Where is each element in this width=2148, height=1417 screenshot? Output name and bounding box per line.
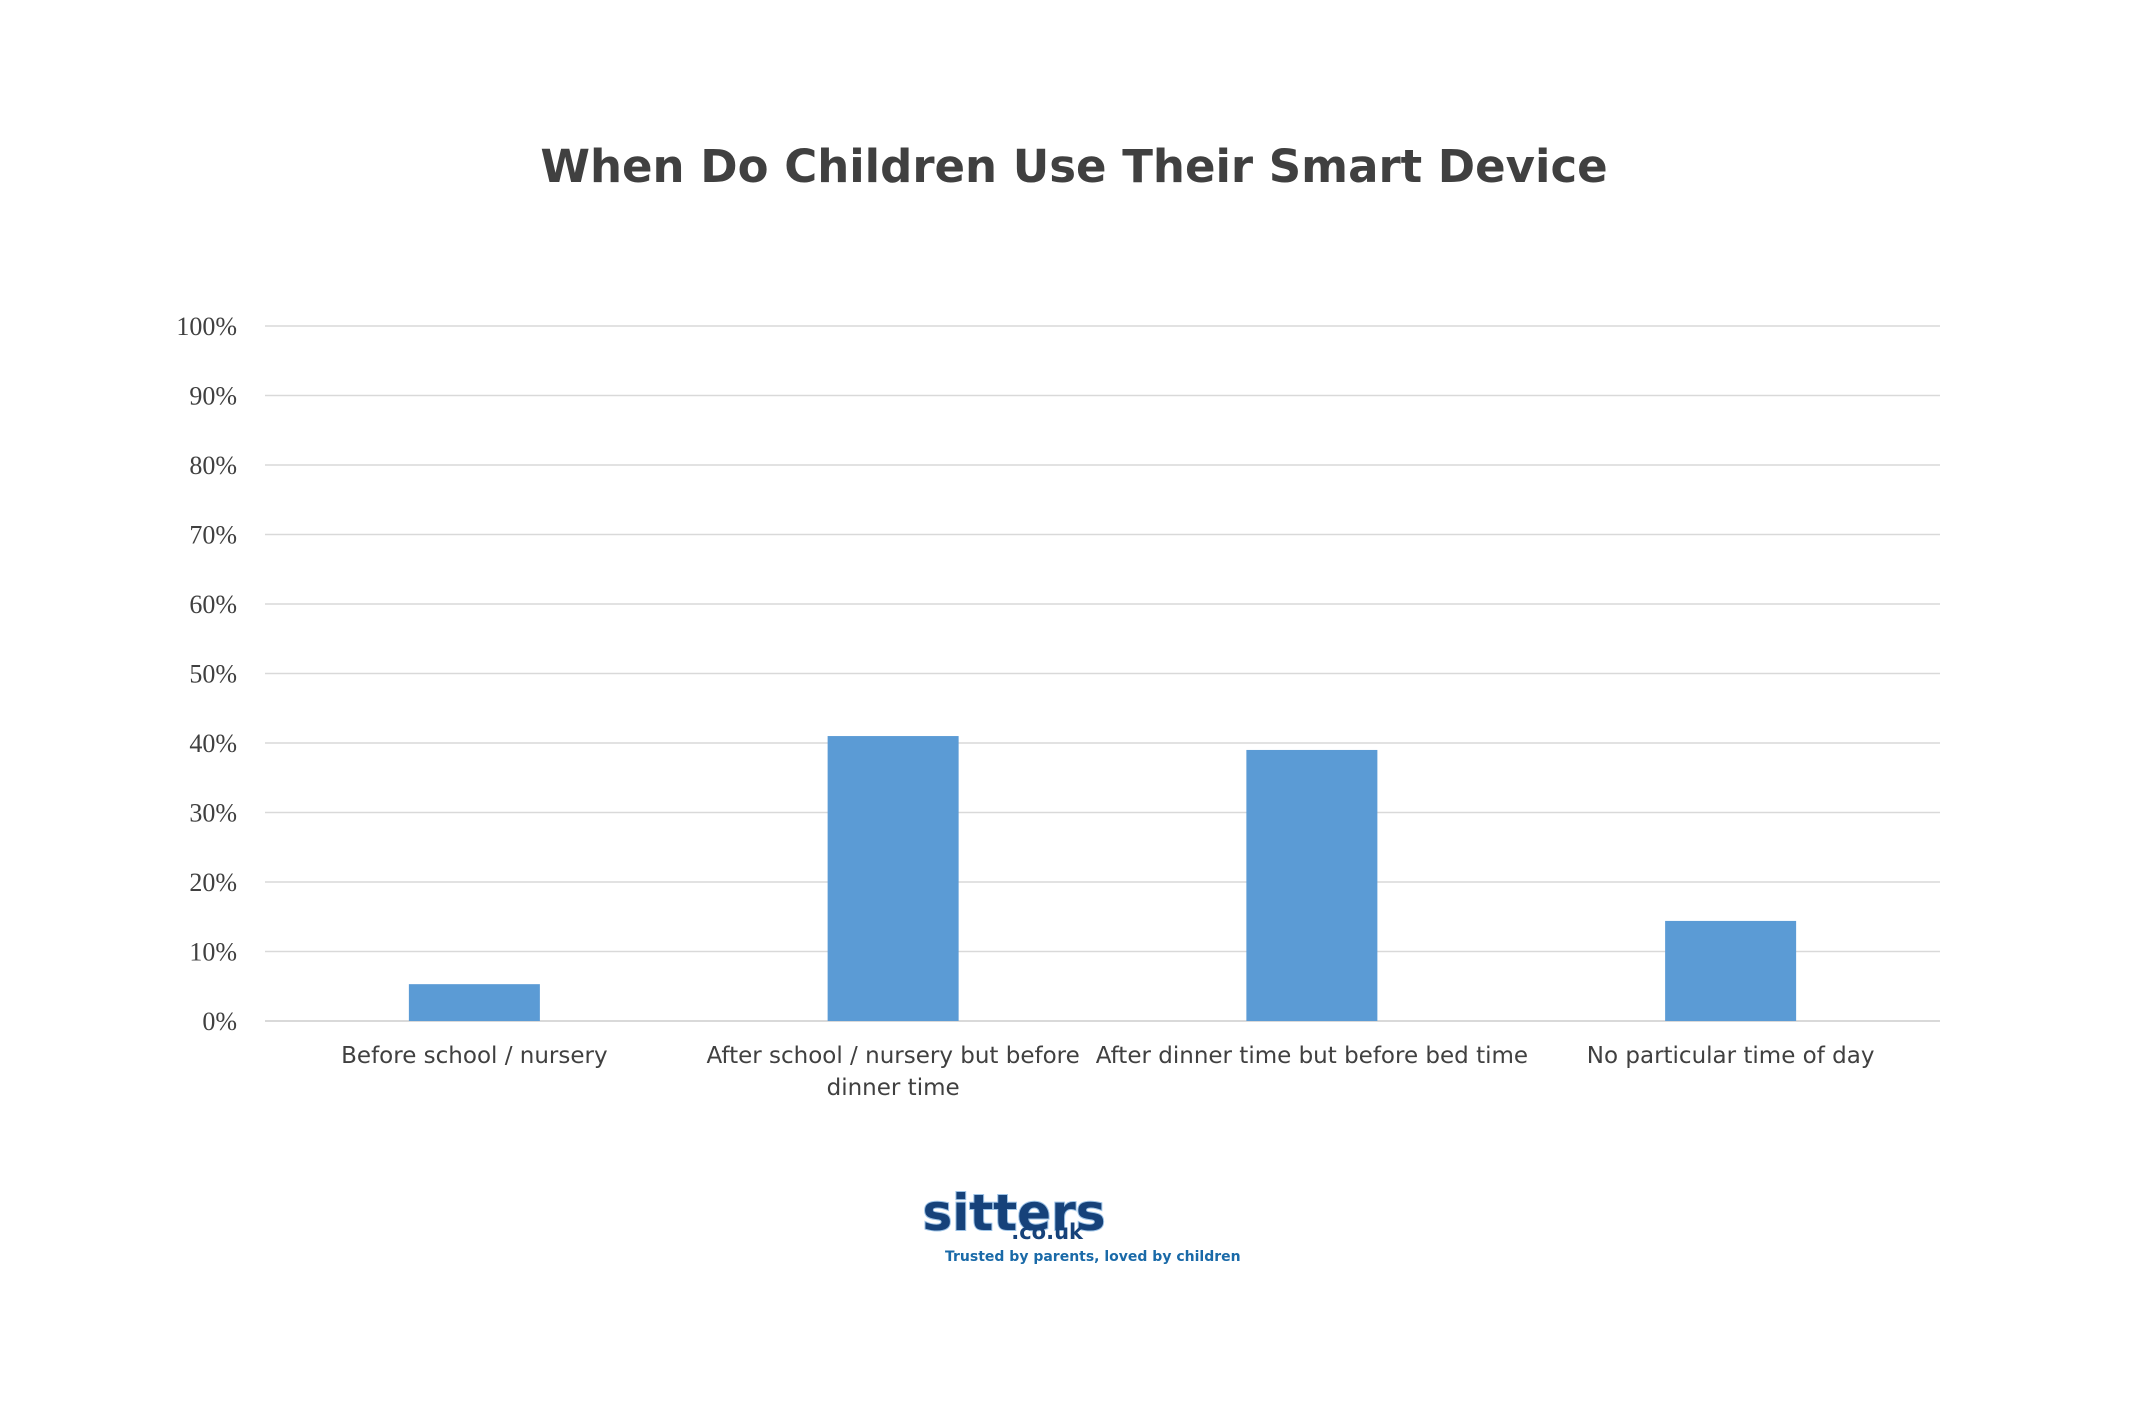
logo-tagline: Trusted by parents, loved by children — [945, 1249, 1241, 1265]
y-tick-label: 50% — [189, 660, 237, 689]
bar — [827, 736, 959, 1021]
x-tick-label: After dinner time but before bed time — [1096, 1043, 1528, 1069]
y-tick-label: 10% — [189, 938, 237, 967]
y-tick-label: 80% — [189, 451, 237, 480]
y-tick-label: 20% — [189, 868, 237, 897]
y-tick-label: 100% — [176, 312, 237, 341]
y-tick-label: 0% — [202, 1007, 237, 1036]
bar — [1246, 749, 1378, 1021]
bars — [408, 736, 1797, 1021]
bar — [408, 984, 540, 1021]
y-tick-label: 90% — [189, 382, 237, 411]
logo-brand: sitters — [922, 1184, 1105, 1242]
x-tick-label: After school / nursery but before dinner … — [706, 1043, 1079, 1101]
x-tick-label: Before school / nursery — [341, 1043, 607, 1069]
y-tick-label: 40% — [189, 729, 237, 758]
sitters-logo: sitters .co.uk Trusted by parents, loved… — [921, 1183, 1241, 1265]
x-axis-ticks: Before school / nursery After school / nu… — [341, 1043, 1874, 1101]
y-tick-label: 60% — [189, 590, 237, 619]
bar — [1665, 920, 1797, 1021]
chart-title: When Do Children Use Their Smart Device — [540, 140, 1607, 193]
y-tick-label: 30% — [189, 799, 237, 828]
x-tick-label: No particular time of day — [1587, 1043, 1875, 1069]
y-tick-label: 70% — [189, 521, 237, 550]
logo-domain: .co.uk — [1011, 1220, 1084, 1244]
gridlines — [265, 325, 1940, 1022]
y-axis-ticks: 0% 10% 20% 30% 40% 50% 60% 70% 80% 90% 100% — [176, 312, 237, 1036]
